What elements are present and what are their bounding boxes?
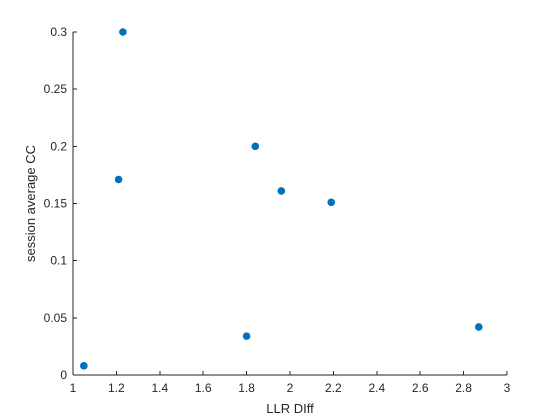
data-points (80, 28, 483, 370)
y-tick-label: 0.2 (50, 139, 67, 153)
x-tick-label: 2 (287, 381, 294, 395)
x-tick-label: 1.4 (151, 381, 168, 395)
x-tick-label: 2.2 (325, 381, 342, 395)
y-tick-label: 0.25 (44, 82, 68, 96)
x-tick-label: 1 (70, 381, 77, 395)
x-tick-label: 2.6 (412, 381, 429, 395)
data-point (277, 187, 286, 195)
data-point (474, 323, 483, 331)
x-tick-label: 1.6 (195, 381, 212, 395)
y-tick-label: 0.05 (44, 311, 68, 325)
x-axis: 1 1.2 1.4 1.6 1.8 2 2.2 2.4 2.6 2.8 3 (70, 371, 511, 395)
y-tick-label: 0.15 (44, 197, 68, 211)
y-axis-label: session average CC (23, 145, 38, 262)
data-point (242, 332, 251, 340)
x-tick-label: 1.2 (108, 381, 125, 395)
x-tick-label: 3 (504, 381, 511, 395)
x-tick-label: 2.4 (368, 381, 385, 395)
data-point (327, 198, 336, 207)
data-point (119, 28, 127, 36)
data-point (251, 142, 260, 151)
data-point (80, 362, 88, 370)
x-axis-label: LLR DIff (266, 401, 314, 416)
x-tick-label: 1.8 (238, 381, 255, 395)
y-tick-label: 0.3 (50, 25, 67, 39)
data-point (114, 175, 123, 184)
y-axis: 0 0.05 0.1 0.15 0.2 0.25 0.3 (44, 25, 77, 382)
y-tick-label: 0 (60, 368, 67, 382)
plot-area (73, 32, 507, 375)
y-tick-label: 0.1 (50, 254, 67, 268)
x-tick-label: 2.8 (455, 381, 472, 395)
